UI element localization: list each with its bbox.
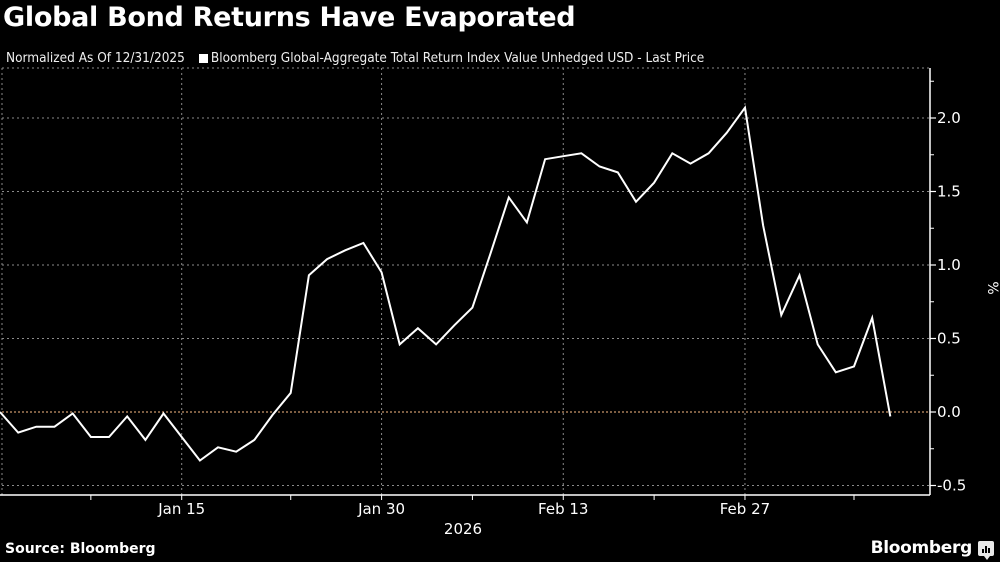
source-label: Source: Bloomberg — [5, 541, 156, 557]
svg-text:0.5: 0.5 — [937, 330, 961, 348]
svg-text:Jan 30: Jan 30 — [357, 500, 405, 518]
svg-text:Feb 13: Feb 13 — [538, 500, 588, 518]
bloomberg-logo: Bloomberg — [870, 538, 973, 558]
svg-text:Jan 15: Jan 15 — [157, 500, 205, 518]
x-axis-ticks: Jan 15 Jan 30 Feb 13 Feb 27 — [90, 495, 855, 518]
y-axis-label: % — [984, 281, 1000, 294]
svg-text:0.0: 0.0 — [937, 403, 961, 421]
svg-text:1.5: 1.5 — [937, 183, 961, 201]
svg-text:2.0: 2.0 — [937, 109, 961, 127]
legend-label: Bloomberg Global-Aggregate Total Return … — [210, 50, 705, 66]
chart-title: Global Bond Returns Have Evaporated — [3, 2, 576, 33]
axes — [0, 68, 931, 496]
chart-subtitle: Normalized As Of 12/31/2025 Bloomberg Gl… — [6, 50, 704, 66]
series-line — [0, 105, 892, 462]
x-axis-year-label: 2026 — [444, 520, 482, 538]
svg-text:1.0: 1.0 — [937, 256, 961, 274]
grid-lines — [1, 67, 930, 495]
svg-text:Feb 27: Feb 27 — [720, 500, 770, 518]
bloomberg-chart-icon — [978, 541, 994, 560]
legend-swatch — [198, 53, 208, 63]
svg-text:-0.5: -0.5 — [937, 477, 966, 495]
normalization-note: Normalized As Of 12/31/2025 — [6, 50, 185, 66]
y-axis-ticks: 2.0 1.5 1.0 0.5 0.0 -0.5 — [930, 80, 966, 495]
